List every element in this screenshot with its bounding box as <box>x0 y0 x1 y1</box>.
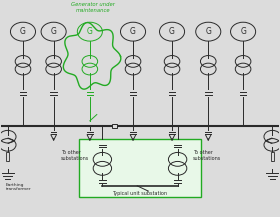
Bar <box>112 124 117 128</box>
Text: G: G <box>20 27 26 36</box>
Bar <box>79 139 201 197</box>
Text: Typical unit substation: Typical unit substation <box>113 191 167 196</box>
Text: To other
substations: To other substations <box>60 150 89 161</box>
Text: G: G <box>87 27 93 36</box>
Text: G: G <box>130 27 136 36</box>
Text: Earthing
transformer: Earthing transformer <box>5 183 31 191</box>
Bar <box>6 152 9 161</box>
Text: To other
substations: To other substations <box>193 150 221 161</box>
Text: G: G <box>205 27 211 36</box>
Bar <box>271 152 274 161</box>
Text: G: G <box>240 27 246 36</box>
Text: G: G <box>51 27 57 36</box>
Text: G: G <box>169 27 175 36</box>
Text: Generator under
maintenance: Generator under maintenance <box>71 2 115 13</box>
